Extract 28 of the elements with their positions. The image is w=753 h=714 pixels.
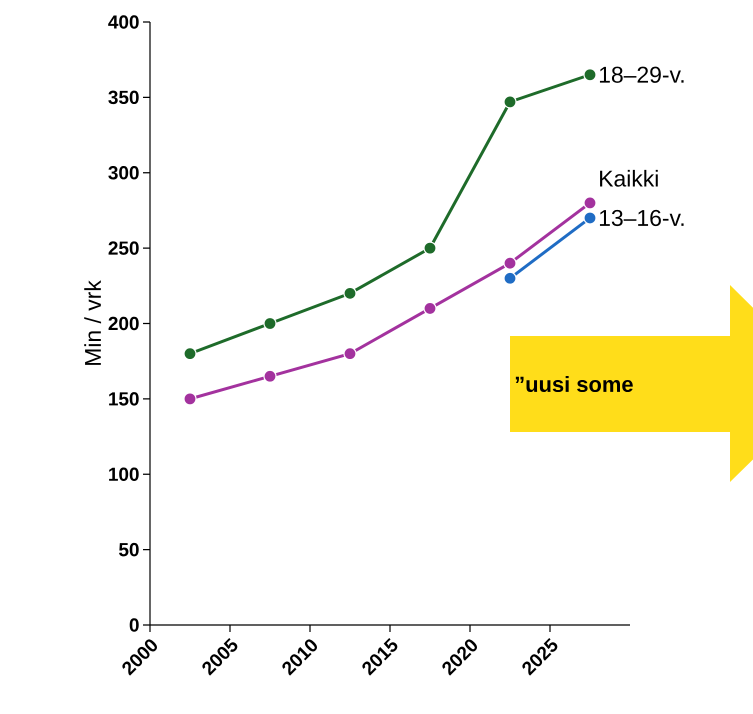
series-label: Kaikki: [600, 170, 658, 187]
annotation: ”uusi some: [516, 376, 633, 392]
point: [343, 286, 357, 300]
point: [263, 370, 277, 383]
point: [503, 256, 517, 270]
point: [583, 68, 597, 82]
y-tick-label: 250: [108, 241, 139, 255]
y-tick-label: 0: [130, 618, 139, 632]
y-tick-label: 350: [108, 90, 139, 104]
series-label: 18–29-v.: [600, 66, 684, 83]
y-tick-label: 300: [108, 166, 139, 180]
point: [423, 302, 437, 316]
y-axis-title: Min / vrk: [84, 280, 102, 365]
point: [503, 95, 517, 108]
point: [183, 392, 197, 406]
y-tick-label: 50: [119, 542, 139, 556]
point: [183, 347, 197, 360]
point: [583, 196, 597, 210]
y-tick-label: 100: [109, 468, 139, 481]
point: [343, 347, 357, 360]
point: [503, 272, 517, 285]
point: [263, 316, 277, 330]
point: [583, 211, 597, 225]
y-tick-label: 150: [109, 392, 139, 406]
point: [423, 242, 437, 255]
y-tick-label: 200: [108, 316, 139, 330]
series-label: 13–16-v.: [600, 210, 684, 226]
y-tick-label: 400: [108, 15, 139, 29]
